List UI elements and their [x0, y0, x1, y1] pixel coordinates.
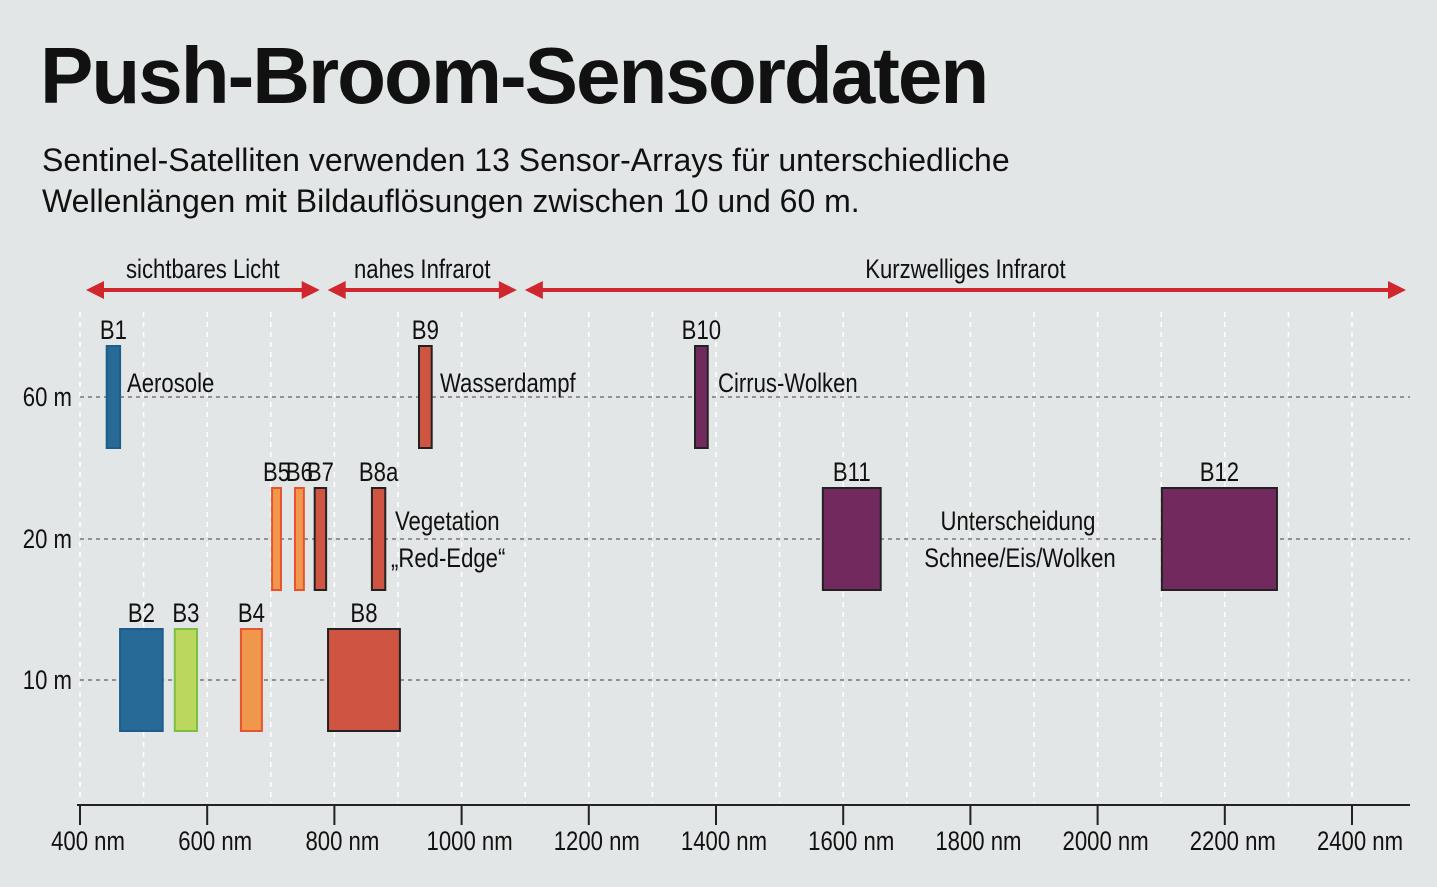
x-tick-label: 1200 nm [554, 827, 640, 857]
band-bar-b2 [119, 628, 164, 732]
row-label: 10 m [23, 666, 72, 696]
arrow-left-icon [524, 281, 543, 299]
band-bar-b10 [694, 345, 709, 449]
band-label: B3 [172, 599, 199, 629]
subtitle-line-2: Wellenlängen mit Bildauflösungen zwische… [42, 183, 860, 219]
band-bar-b6 [293, 487, 305, 591]
x-tick-label: 1400 nm [681, 827, 767, 857]
band-label: B8 [350, 599, 377, 629]
annotation-label: Aerosole [127, 369, 214, 399]
band-bar-b12 [1160, 487, 1278, 591]
band-label: B9 [412, 316, 439, 346]
x-tick-label: 1600 nm [808, 827, 894, 857]
x-tick-label: 1800 nm [935, 827, 1021, 857]
band-label: B12 [1200, 458, 1239, 488]
region-label: sichtbares Licht [126, 255, 280, 285]
band-label: B6 [286, 458, 313, 488]
band-label: B7 [307, 458, 334, 488]
band-bar-b5 [271, 487, 282, 591]
band-bar-b8 [327, 628, 401, 732]
row-label: 60 m [23, 383, 72, 413]
arrow-right-icon [498, 281, 517, 299]
row-label: 20 m [23, 525, 72, 555]
band-label: B11 [833, 458, 871, 488]
subtitle: Sentinel-Satelliten verwenden 13 Sensor-… [42, 140, 1242, 222]
arrow-right-icon [1388, 281, 1406, 299]
band-bar-b3 [173, 628, 199, 732]
band-label: B1 [100, 316, 127, 346]
band-label: B4 [238, 599, 265, 629]
band-bar-b8a [370, 487, 387, 591]
annotation-label: Cirrus-Wolken [718, 369, 858, 399]
arrow-left-icon [86, 281, 104, 299]
annotation-label: Wasserdampf [440, 369, 576, 399]
x-tick-label: 2400 nm [1317, 827, 1403, 857]
page-title: Push-Broom-Sensordaten [40, 31, 989, 120]
x-tick-label: 1000 nm [427, 827, 513, 857]
band-bar-b1 [105, 345, 122, 449]
x-tick-label: 400 nm [51, 827, 125, 857]
band-bar-b7 [313, 487, 328, 591]
band-label: B5 [263, 458, 290, 488]
x-tick-label: 600 nm [178, 827, 252, 857]
x-tick-label: 2200 nm [1190, 827, 1276, 857]
band-label: B2 [128, 599, 155, 629]
annotation-label: Schnee/Eis/Wolken [924, 544, 1115, 574]
x-tick-label: 2000 nm [1063, 827, 1149, 857]
arrow-right-icon [301, 281, 320, 299]
band-bar-b4 [239, 628, 263, 732]
region-label: nahes Infrarot [354, 255, 491, 285]
annotation-label: Vegetation [395, 507, 500, 537]
annotation-label: „Red-Edge“ [391, 544, 505, 574]
region-label: Kurzwelliges Infrarot [865, 255, 1066, 285]
annotation-label: Unterscheidung [941, 507, 1096, 537]
band-bar-b11 [821, 487, 882, 591]
subtitle-line-1: Sentinel-Satelliten verwenden 13 Sensor-… [42, 142, 1010, 178]
band-label: B10 [682, 316, 721, 346]
band-label: B8a [359, 458, 399, 488]
arrow-left-icon [327, 281, 346, 299]
x-tick-label: 800 nm [306, 827, 380, 857]
band-bar-b9 [417, 345, 433, 449]
